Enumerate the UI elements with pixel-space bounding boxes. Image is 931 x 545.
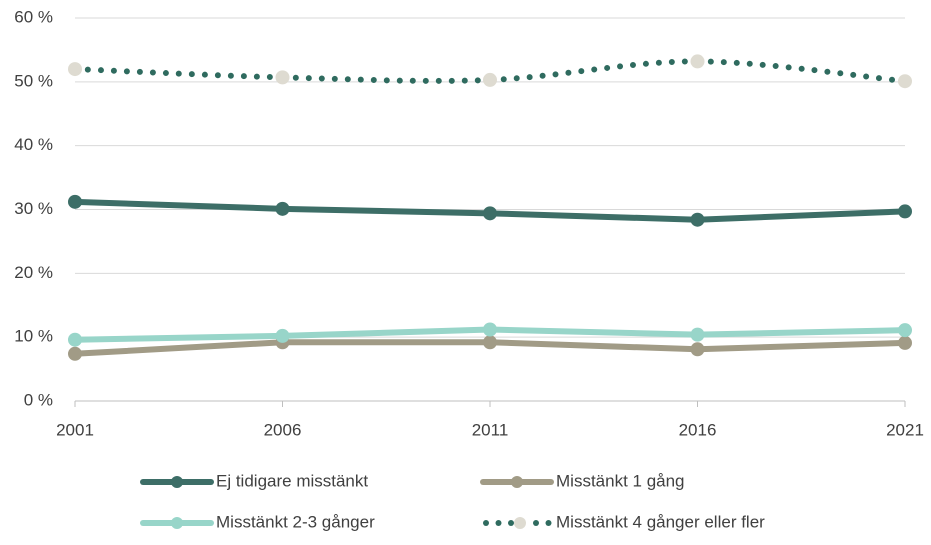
y-tick-label: 40 % — [14, 135, 53, 154]
legend-label: Misstänkt 2-3 gånger — [216, 512, 375, 531]
legend-dot — [508, 520, 514, 526]
series-marker — [898, 323, 912, 338]
series-marker — [483, 322, 497, 337]
x-tick-label: 2021 — [886, 420, 924, 439]
legend-marker — [511, 476, 523, 488]
legend-marker — [171, 476, 183, 488]
x-tick-label: 2016 — [679, 420, 717, 439]
series-marker — [898, 204, 912, 219]
series-marker — [483, 335, 497, 350]
series-marker — [898, 74, 912, 89]
series-marker — [275, 70, 290, 85]
series-marker — [898, 335, 912, 350]
y-tick-label: 20 % — [14, 263, 53, 282]
legend-marker — [171, 517, 183, 529]
x-tick-label: 2001 — [56, 420, 94, 439]
legend-dot — [533, 520, 539, 526]
x-tick-label: 2011 — [472, 420, 509, 439]
legend-label: Misstänkt 4 gånger eller fler — [556, 512, 765, 531]
series-marker — [690, 212, 705, 227]
series-marker — [690, 327, 705, 342]
legend-dot — [495, 520, 502, 526]
series-marker — [68, 62, 82, 77]
legend-dot — [483, 520, 489, 526]
legend-marker — [514, 517, 526, 529]
series-marker — [68, 332, 82, 347]
legend-label: Misstänkt 1 gång — [556, 471, 685, 490]
legend-dot — [545, 520, 552, 526]
series-marker — [690, 54, 705, 69]
y-tick-label: 0 % — [24, 390, 53, 409]
series-marker — [68, 194, 82, 209]
series-marker — [68, 346, 82, 361]
series-marker — [275, 328, 290, 343]
series-marker — [483, 206, 497, 221]
y-tick-label: 10 % — [14, 327, 53, 346]
y-tick-label: 60 % — [14, 7, 53, 26]
x-tick-label: 2006 — [264, 420, 302, 439]
y-tick-label: 30 % — [14, 199, 53, 218]
series-marker — [483, 72, 497, 87]
series-marker — [275, 201, 290, 216]
series-marker — [690, 342, 705, 357]
y-tick-label: 50 % — [14, 71, 53, 90]
legend-label: Ej tidigare misstänkt — [216, 471, 368, 490]
